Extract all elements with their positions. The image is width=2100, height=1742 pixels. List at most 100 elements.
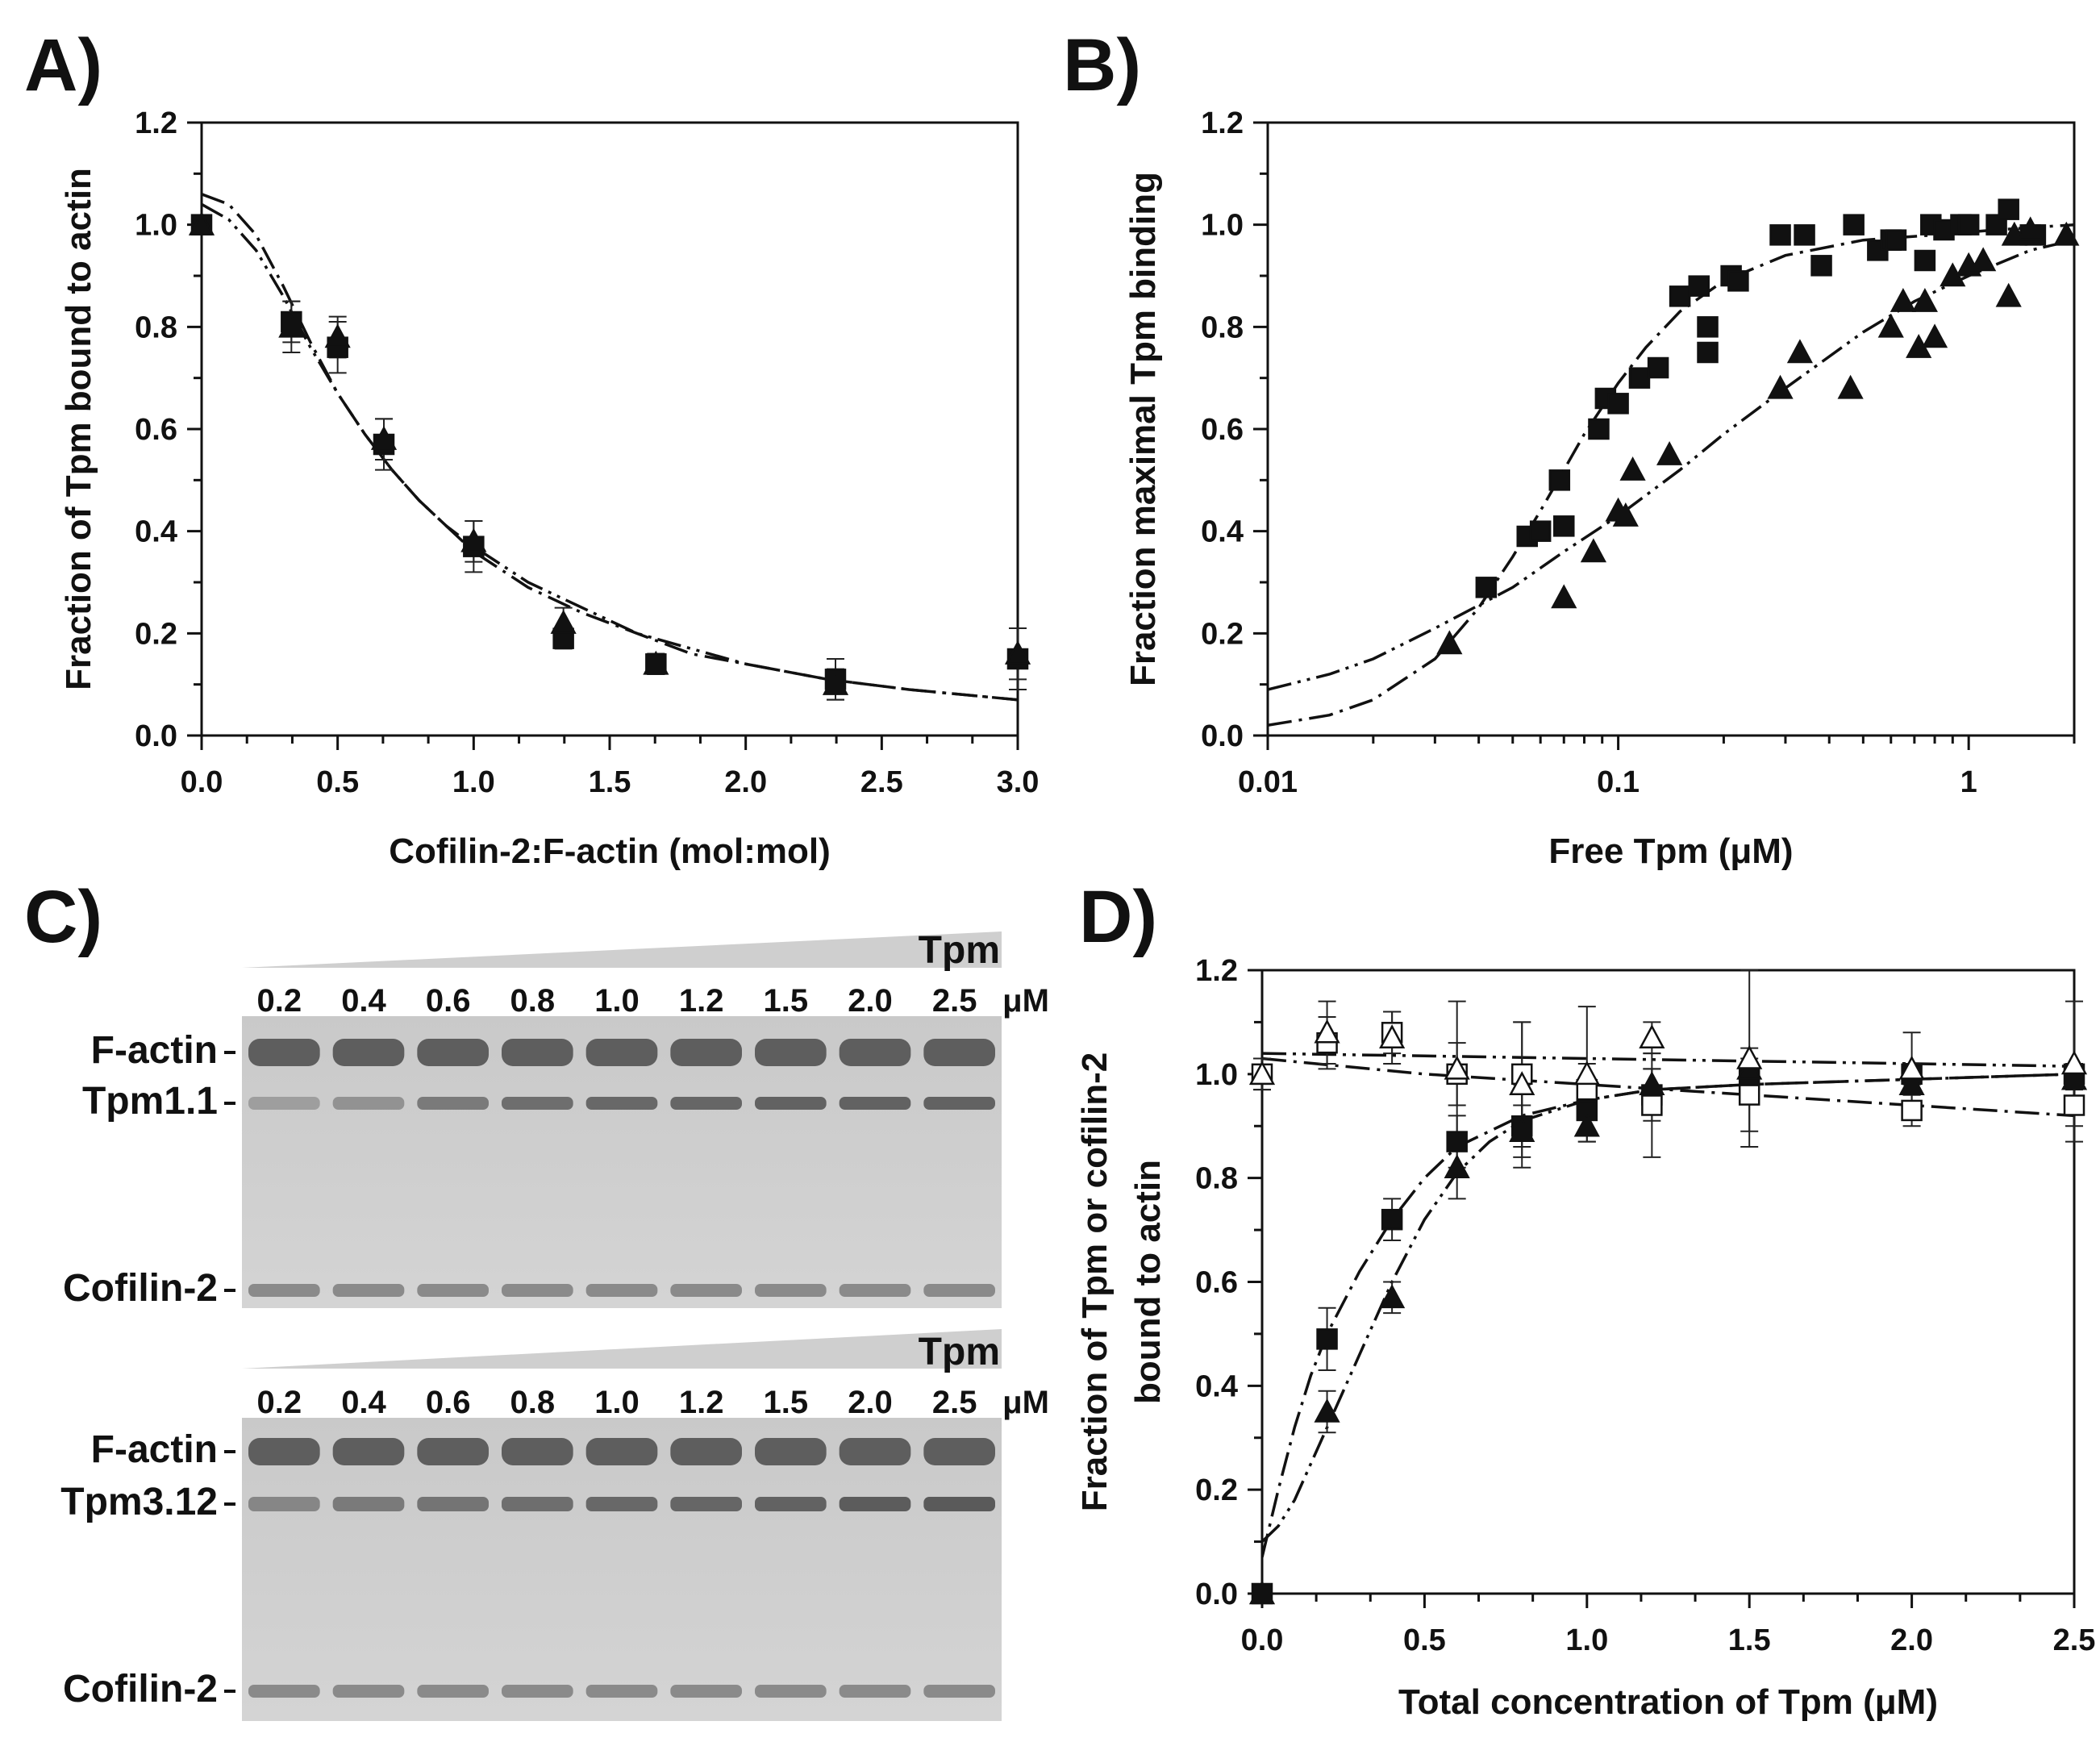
- series-tpm1-1: [1475, 198, 2047, 598]
- series-tpm3-12: [1436, 216, 2080, 655]
- band-label: Tpm3.12: [60, 1481, 218, 1523]
- gel-tpm3-12: Tpm 0.2 0.4 0.6 0.8 1.0 1.2 1.5 2.0 2.5 μM F-actin T…: [60, 1329, 1049, 1721]
- data-point-triangle: [1573, 1061, 1600, 1086]
- band-f-actin: [332, 1438, 405, 1465]
- band-f-actin: [670, 1039, 742, 1066]
- lane-unit: μM: [1002, 1385, 1049, 1420]
- band-f-actin: [839, 1438, 911, 1465]
- chart-b: 0.0 0.2 0.4 0.6 0.8 1.0 1.2 0.01 0.1 1 Free Tpm (μ…: [1123, 106, 2080, 871]
- band-cofilin-2: [755, 1284, 827, 1297]
- band-f-actin: [755, 1039, 827, 1066]
- x-tick-label: 1.5: [1728, 1623, 1771, 1657]
- fit-tpm3.12-line: [202, 202, 1018, 702]
- panel-label-d: D): [1079, 876, 1157, 958]
- x-tick-label: 3.0: [997, 765, 1040, 799]
- data-point-square: [1669, 285, 1691, 307]
- y-tick-label: 1.0: [1201, 209, 1244, 243]
- data-point-square: [1901, 1099, 1923, 1122]
- data-point-triangle: [1911, 288, 1938, 312]
- data-point-triangle: [1786, 339, 1814, 364]
- x-tick-label: 1.0: [452, 765, 495, 799]
- lane-label: 0.4: [341, 983, 386, 1019]
- fit-tpm1.1-line: [1262, 1073, 2074, 1558]
- data-point-square: [1738, 1084, 1760, 1106]
- lane-label: 0.8: [510, 983, 556, 1019]
- band-tpm: [585, 1497, 658, 1511]
- band-cofilin-2: [332, 1284, 405, 1297]
- band-cofilin-2: [839, 1685, 911, 1698]
- y-tick-label: 1.2: [1195, 954, 1238, 988]
- band-f-actin: [755, 1438, 827, 1465]
- data-point-square: [1548, 469, 1571, 491]
- band-tpm: [585, 1097, 658, 1110]
- band-cofilin-2: [502, 1284, 573, 1297]
- x-tick-label: 1.5: [589, 765, 631, 799]
- band-tpm: [248, 1497, 320, 1511]
- data-point-triangle: [1436, 630, 1463, 655]
- band-label: Tpm1.1: [82, 1080, 218, 1123]
- lane-label: 1.2: [679, 983, 724, 1019]
- fit-curves: [202, 193, 1018, 702]
- band-tpm: [670, 1097, 742, 1110]
- lane-label: 0.4: [341, 1385, 386, 1420]
- x-tick-label: 0.1: [1597, 765, 1640, 799]
- band-cofilin-2: [839, 1284, 911, 1297]
- wedge-label: Tpm: [919, 1331, 1000, 1373]
- lane-label: 0.2: [257, 1385, 302, 1420]
- x-tick-label: 0.01: [1238, 765, 1298, 799]
- y-tick-label: 0.6: [1195, 1266, 1238, 1300]
- y-axis-title: Fraction maximal Tpm binding: [1123, 172, 1163, 686]
- data-point-square: [1697, 316, 1719, 338]
- y-tick-label: 0.2: [1201, 617, 1244, 651]
- data-point-triangle: [188, 211, 215, 235]
- lane-label: 0.6: [426, 983, 471, 1019]
- band-cofilin-2: [248, 1685, 320, 1698]
- y-tick-label: 1.2: [135, 106, 177, 140]
- x-tick-label: 0.0: [181, 765, 223, 799]
- lane-label: 1.2: [679, 1385, 724, 1420]
- data-point-triangle: [550, 610, 577, 634]
- x-tick-label: 0.5: [316, 765, 359, 799]
- data-point-triangle: [324, 323, 351, 348]
- data-point-triangle: [1898, 1055, 1925, 1080]
- lane-label: 0.2: [257, 983, 302, 1019]
- data-point-triangle: [1639, 1071, 1665, 1095]
- data-point-triangle: [1890, 288, 1916, 312]
- band-f-actin: [585, 1438, 658, 1465]
- y-axis-title-line: bound to actin: [1128, 1160, 1168, 1404]
- band-f-actin: [417, 1039, 489, 1066]
- y-tick-label: 1.2: [1201, 106, 1244, 140]
- gel-image: [242, 1418, 1002, 1721]
- data-point-triangle: [2017, 216, 2044, 241]
- data-point-square: [1998, 198, 2019, 220]
- data-point-triangle: [1736, 1044, 1763, 1069]
- y-tick-label: 0.0: [1195, 1577, 1238, 1611]
- band-f-actin: [248, 1438, 320, 1465]
- y-tick-label: 0.0: [135, 719, 177, 753]
- x-axis-title: Cofilin-2:F-actin (mol:mol): [389, 831, 831, 871]
- data-point-triangle: [1656, 441, 1683, 465]
- data-point-triangle: [643, 650, 669, 675]
- data-point-triangle: [2060, 1065, 2088, 1090]
- data-point-triangle: [1314, 1019, 1340, 1044]
- lane-label: 1.5: [764, 1385, 809, 1420]
- data-point-square: [1794, 224, 1815, 246]
- data-point-triangle: [1551, 584, 1577, 609]
- y-tick-label: 0.0: [1201, 719, 1244, 753]
- band-cofilin-2: [670, 1284, 742, 1297]
- data-point-square: [1446, 1131, 1468, 1152]
- band-f-actin: [502, 1438, 573, 1465]
- concentration-wedge: [242, 1329, 1002, 1369]
- data-point-triangle: [1921, 323, 1948, 348]
- y-tick-label: 0.8: [135, 310, 177, 344]
- data-point-square: [1727, 270, 1749, 292]
- band-f-actin: [248, 1039, 320, 1066]
- fit-curves: [1262, 1052, 2074, 1558]
- y-tick-label: 0.8: [1201, 310, 1244, 344]
- data-point-triangle: [1248, 1061, 1276, 1086]
- x-tick-label: 0.0: [1241, 1623, 1284, 1657]
- data-point-triangle: [1248, 1580, 1276, 1605]
- data-point-square: [1381, 1208, 1403, 1231]
- series-cofilin-2-with-tpm3-12: [1248, 1019, 2088, 1095]
- band-f-actin: [923, 1039, 995, 1066]
